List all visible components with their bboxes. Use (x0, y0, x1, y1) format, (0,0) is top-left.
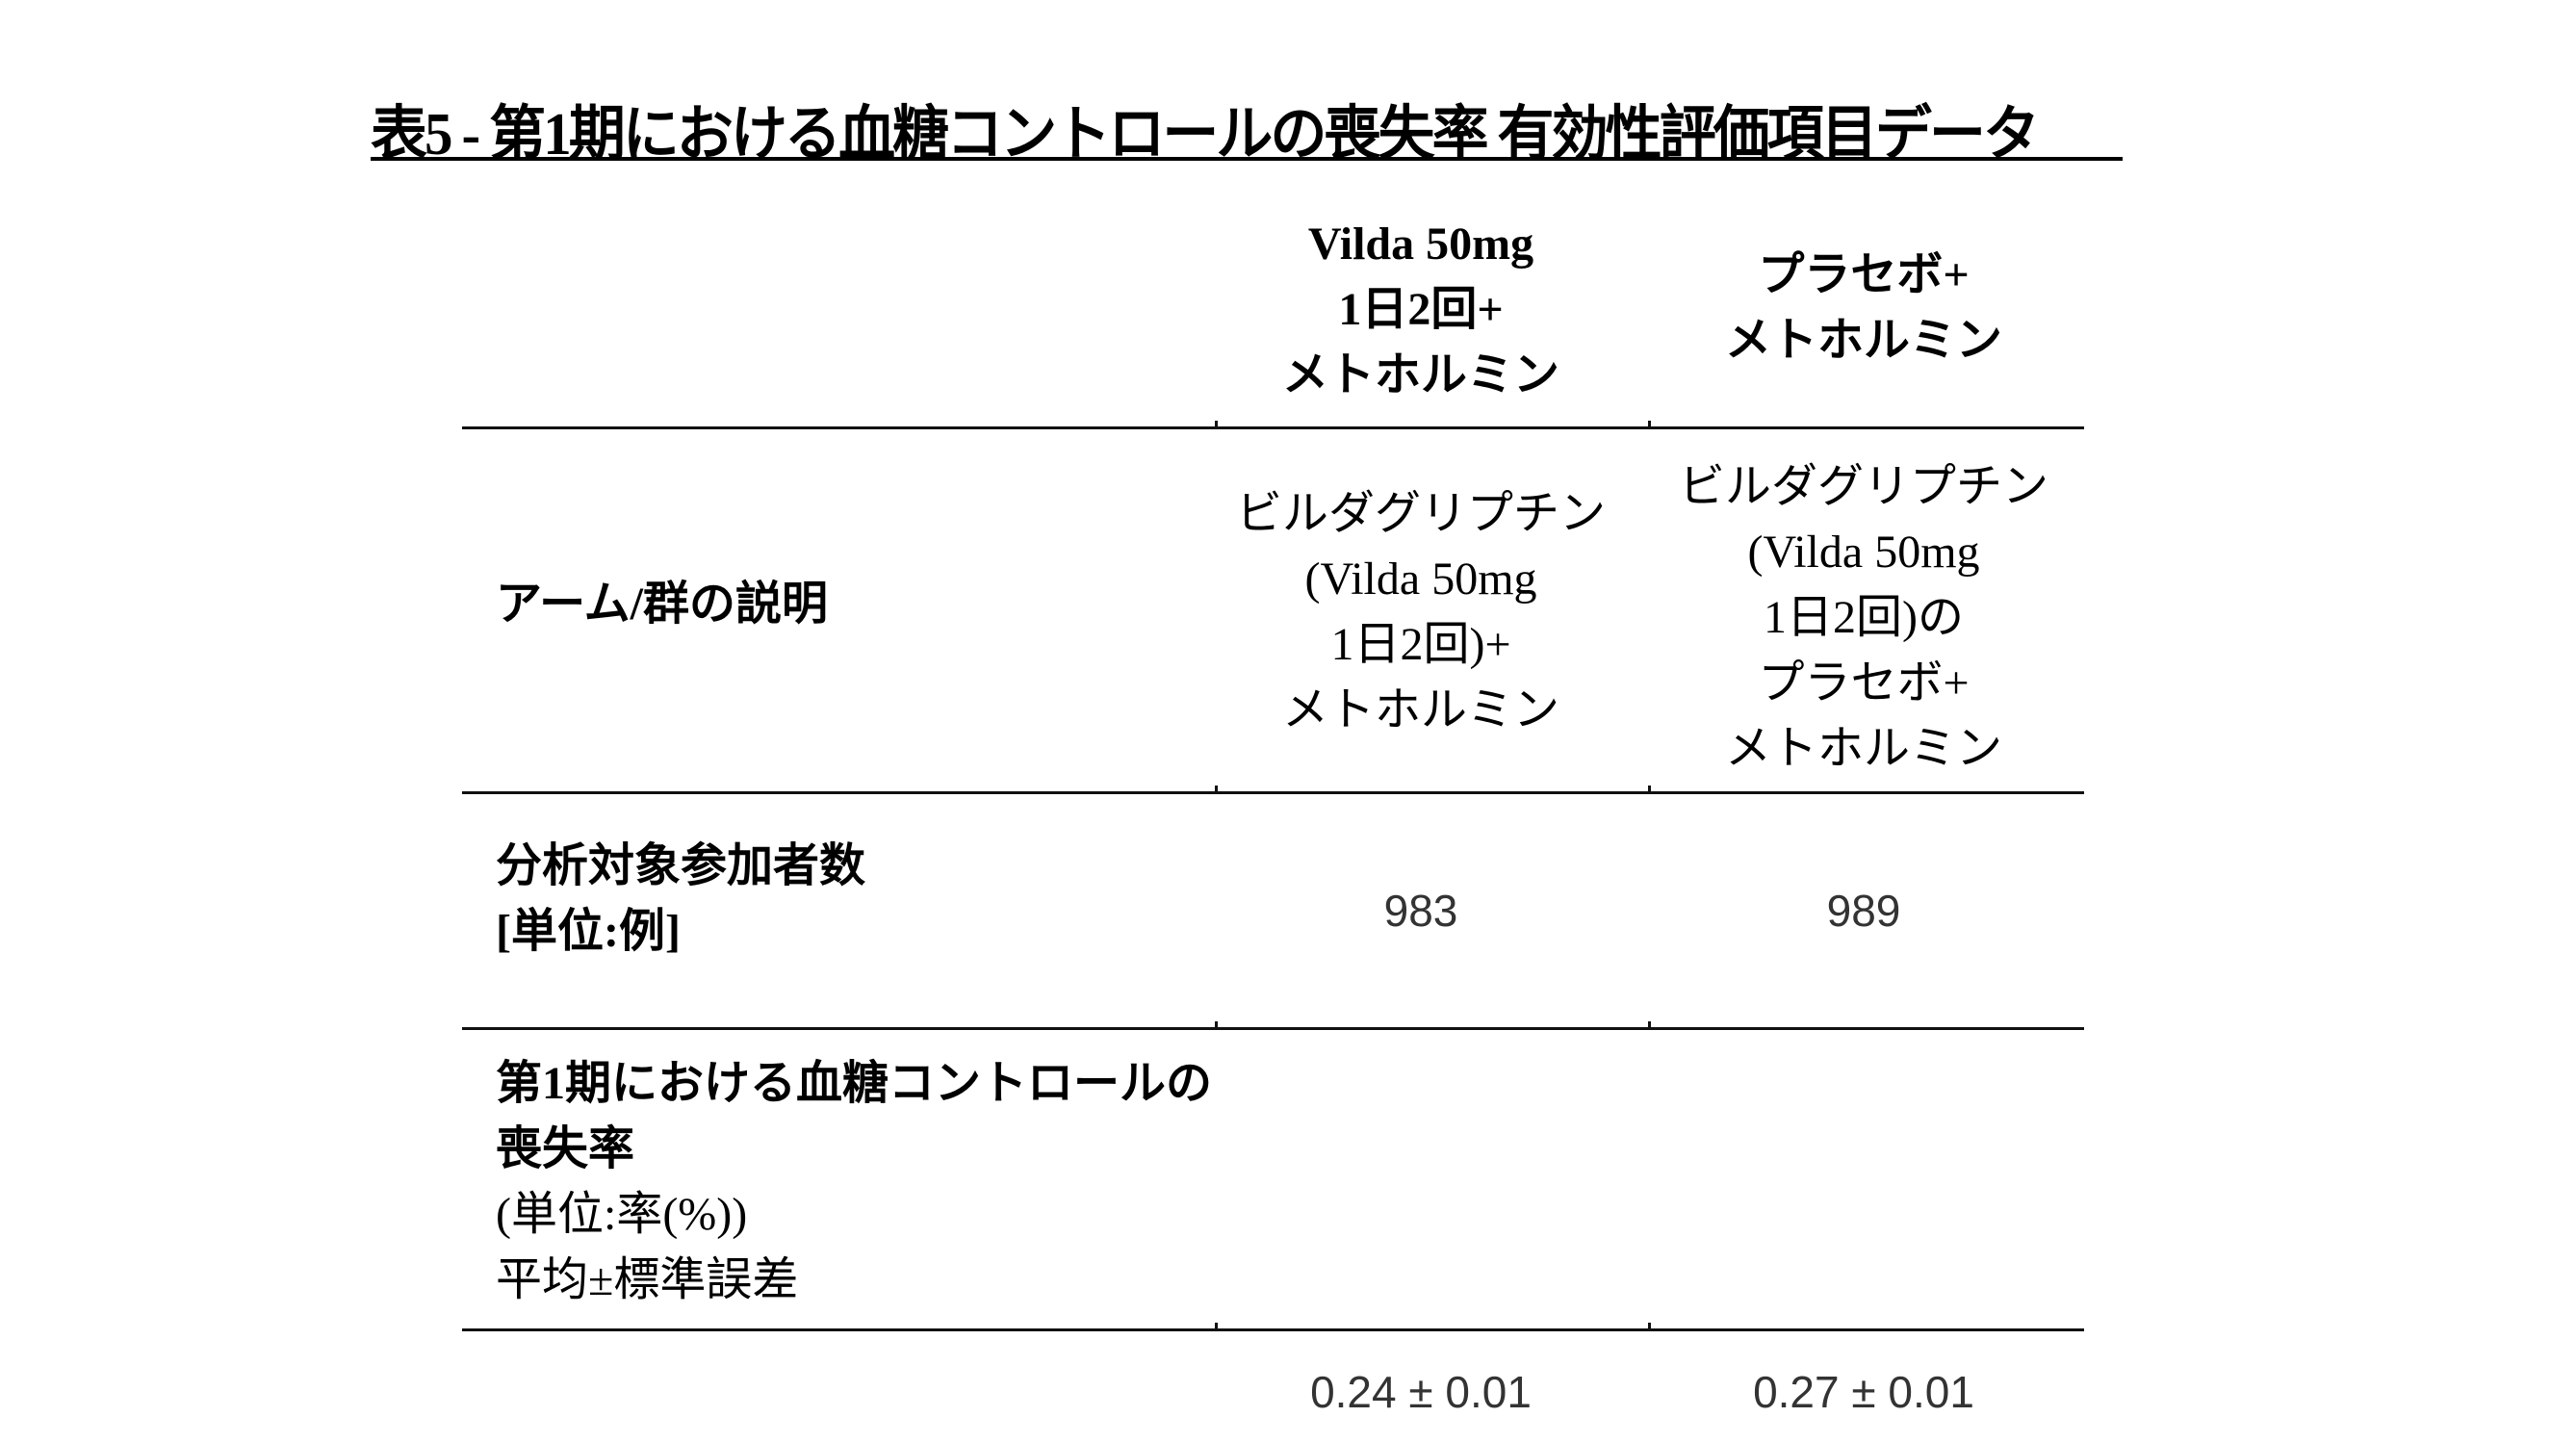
column-tick (1215, 421, 1218, 428)
title-underline (371, 157, 2123, 161)
column-tick (1648, 1323, 1651, 1330)
header-line: 1日2回+ (1209, 277, 1633, 343)
cell-line: メトホルミン (1209, 678, 1633, 743)
column-tick (1215, 1021, 1218, 1029)
arm-description-label: アーム/群の説明 (496, 572, 828, 637)
column-tick (1215, 786, 1218, 793)
header-line: Vilda 50mg (1209, 212, 1633, 277)
column-header-placebo: プラセボ+ メトホルミン (1652, 243, 2075, 374)
loss-rate-vilda: 0.24 ± 0.01 (1209, 1359, 1633, 1425)
cell-line: (Vilda 50mg (1652, 520, 2075, 585)
column-header-vilda: Vilda 50mg 1日2回+ メトホルミン (1209, 212, 1633, 408)
column-tick (1648, 421, 1651, 428)
column-tick (1648, 786, 1651, 793)
label-line: 分析対象参加者数 (496, 834, 865, 899)
header-line: メトホルミン (1209, 343, 1633, 408)
label-line: [単位:例] (496, 899, 865, 965)
column-tick (1215, 1323, 1218, 1330)
row-divider (462, 1027, 2084, 1030)
header-line: メトホルミン (1652, 308, 2075, 374)
participants-label: 分析対象参加者数 [単位:例] (496, 834, 865, 965)
label-line: 平均±標準誤差 (496, 1248, 1212, 1313)
row-divider (462, 426, 2084, 429)
label-line: 第1期における血糖コントロールの (496, 1051, 1212, 1117)
arm-description-placebo: ビルダグリプチン (Vilda 50mg 1日2回)の プラセボ+ メトホルミン (1652, 454, 2075, 782)
cell-line: (Vilda 50mg (1209, 547, 1633, 612)
cell-line: メトホルミン (1652, 716, 2075, 782)
label-line: 喪失率 (496, 1117, 1212, 1182)
cell-line: 1日2回)の (1652, 585, 2075, 651)
cell-line: ビルダグリプチン (1652, 454, 2075, 520)
label-line: (単位:率(%)) (496, 1182, 1212, 1248)
cell-line: プラセボ+ (1652, 651, 2075, 716)
column-tick (1648, 1021, 1651, 1029)
arm-description-vilda: ビルダグリプチン (Vilda 50mg 1日2回)+ メトホルミン (1209, 481, 1633, 743)
participants-placebo: 989 (1652, 878, 2075, 943)
loss-rate-label: 第1期における血糖コントロールの 喪失率 (単位:率(%)) 平均±標準誤差 (496, 1051, 1212, 1313)
cell-line: ビルダグリプチン (1209, 481, 1633, 547)
participants-vilda: 983 (1209, 878, 1633, 943)
cell-line: 1日2回)+ (1209, 612, 1633, 678)
row-divider (462, 1328, 2084, 1331)
row-divider (462, 791, 2084, 794)
header-line: プラセボ+ (1652, 243, 2075, 308)
loss-rate-placebo: 0.27 ± 0.01 (1652, 1359, 2075, 1425)
